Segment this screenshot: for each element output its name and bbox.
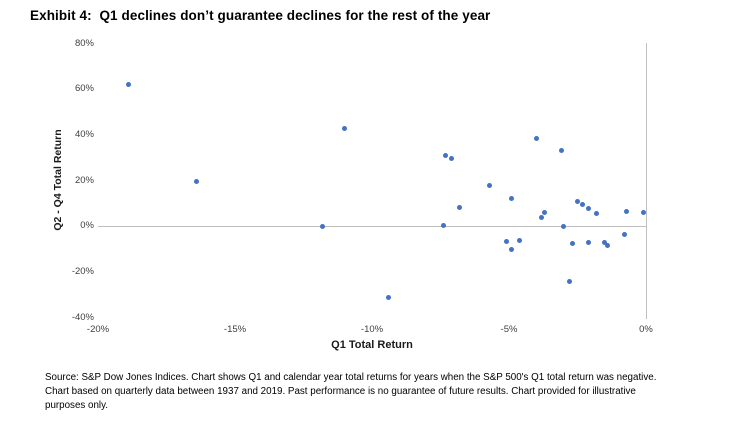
y-tick-label: 0%	[80, 220, 94, 232]
scatter-point	[566, 279, 572, 285]
scatter-point	[385, 294, 391, 300]
scatter-point	[539, 214, 545, 220]
scatter-point	[621, 232, 627, 238]
y-axis-line	[646, 43, 647, 319]
scatter-point	[342, 126, 348, 132]
footnote-line: Chart based on quarterly data between 19…	[45, 386, 636, 397]
chart-title: Exhibit 4: Q1 declines don’t guarantee d…	[30, 8, 491, 23]
x-tick-label: -10%	[360, 324, 384, 335]
y-tick-label: 40%	[74, 128, 94, 140]
scatter-point	[448, 156, 454, 162]
scatter-point	[580, 201, 586, 207]
scatter-point	[125, 82, 131, 88]
scatter-point	[594, 210, 600, 216]
scatter-point	[575, 198, 580, 204]
x-tick-label: -5%	[500, 324, 518, 335]
scatter-point	[509, 246, 515, 252]
scatter-point	[443, 152, 449, 158]
y-tick-label: -40%	[71, 311, 94, 323]
scatter-point	[561, 223, 567, 229]
y-tick-label: 20%	[74, 174, 94, 186]
scatter-point	[457, 204, 463, 210]
scatter-point	[624, 209, 630, 215]
x-tick-label: 0%	[639, 324, 653, 335]
footnote-line: Source: S&P Dow Jones Indices. Chart sho…	[45, 372, 657, 383]
scatter-point	[487, 182, 493, 188]
scatter-point	[503, 239, 509, 245]
y-tick-label: 60%	[74, 83, 94, 95]
x-axis-title: Q1 Total Return	[331, 339, 413, 351]
scatter-point	[585, 239, 591, 245]
scatter-point	[509, 196, 515, 202]
x-tick-label: -15%	[223, 324, 247, 335]
scatter-point	[542, 210, 548, 216]
scatter-point	[320, 223, 326, 229]
source-footnote: Source: S&P Dow Jones Indices. Chart sho…	[45, 371, 705, 413]
scatter-point	[517, 238, 523, 244]
y-tick-label: 80%	[74, 37, 94, 49]
scatter-point	[558, 147, 564, 153]
scatter-point	[605, 243, 611, 249]
scatter-point	[602, 240, 608, 246]
scatter-point	[194, 179, 200, 185]
scatter-point	[569, 241, 575, 247]
scatter-point	[533, 135, 539, 141]
y-tick-label: -20%	[71, 265, 94, 277]
scatter-point	[640, 210, 646, 216]
x-tick-label: -20%	[86, 324, 110, 335]
zero-gridline	[98, 225, 646, 227]
scatter-point	[440, 222, 446, 228]
footnote-line: purposes only.	[45, 400, 108, 411]
scatter-point	[585, 206, 591, 212]
